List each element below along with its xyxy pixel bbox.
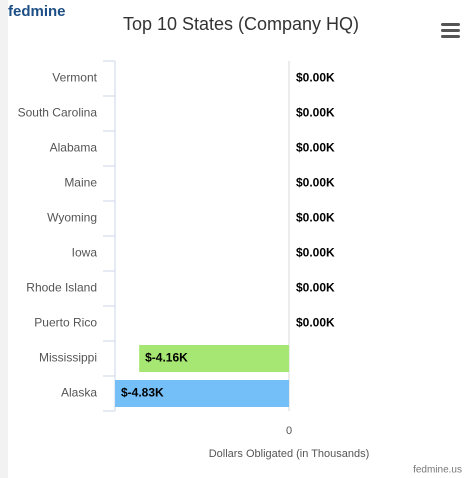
data-label: $0.00K xyxy=(296,211,335,225)
data-label: $0.00K xyxy=(296,281,335,295)
menu-bar[interactable] xyxy=(441,23,460,26)
data-label: $0.00K xyxy=(296,106,335,120)
x-tick-label: 0 xyxy=(286,425,292,437)
data-label: $0.00K xyxy=(296,71,335,85)
y-tick-label: South Carolina xyxy=(18,106,98,120)
x-axis-title: Dollars Obligated (in Thousands) xyxy=(209,448,370,460)
y-tick-label: Puerto Rico xyxy=(34,316,97,330)
y-tick-label: Rhode Island xyxy=(26,281,97,295)
logo: fedmine xyxy=(8,3,66,20)
data-label: $0.00K xyxy=(296,141,335,155)
y-tick-label: Alaska xyxy=(61,386,97,400)
credit: fedmine.us xyxy=(413,465,462,476)
bar xyxy=(115,380,289,407)
data-label: $0.00K xyxy=(296,246,335,260)
y-tick-label: Iowa xyxy=(72,246,98,260)
menu-bar[interactable] xyxy=(441,29,460,32)
data-label: $0.00K xyxy=(296,316,335,330)
y-tick-label: Alabama xyxy=(50,141,98,155)
data-label: $-4.83K xyxy=(121,386,164,400)
data-label: $-4.16K xyxy=(145,351,188,365)
data-label: $0.00K xyxy=(296,176,335,190)
menu-button[interactable] xyxy=(441,23,460,38)
y-tick-label: Vermont xyxy=(52,71,97,85)
bar xyxy=(139,345,289,372)
y-tick-label: Maine xyxy=(64,176,97,190)
left-border xyxy=(0,0,8,478)
chart-title: Top 10 States (Company HQ) xyxy=(123,14,359,34)
y-tick-label: Wyoming xyxy=(47,211,97,225)
y-tick-label: Mississippi xyxy=(39,351,97,365)
menu-bar[interactable] xyxy=(441,35,460,38)
